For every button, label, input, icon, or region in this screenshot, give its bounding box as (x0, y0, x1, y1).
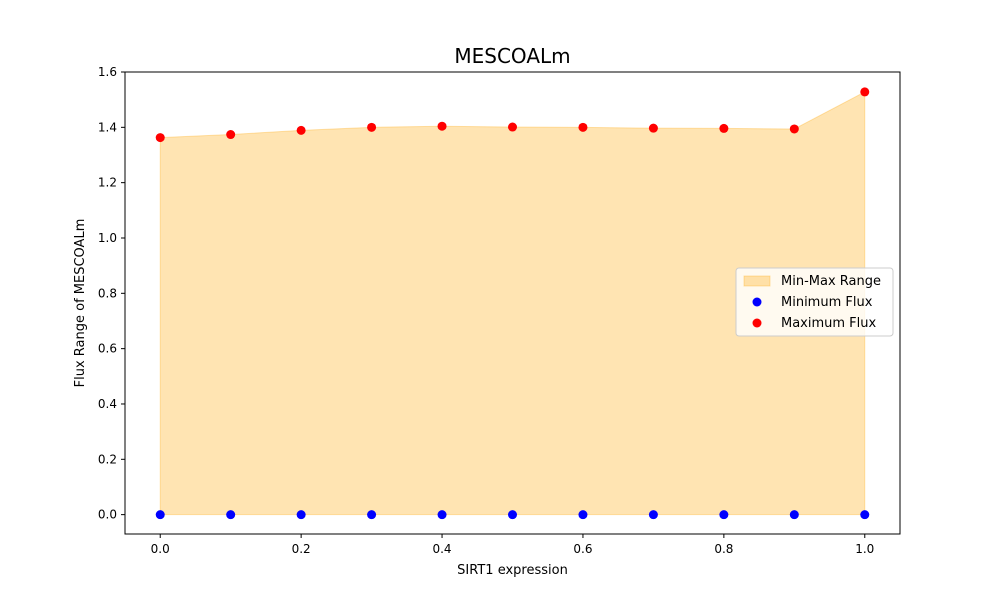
min-flux-point (508, 510, 517, 520)
max-flux-point (648, 123, 658, 133)
y-tick-label: 1.4 (98, 120, 117, 134)
legend-label: Minimum Flux (781, 295, 873, 310)
max-flux-point (789, 124, 799, 134)
legend-marker (752, 318, 762, 328)
max-flux-point (155, 133, 165, 143)
plot-area (155, 87, 870, 520)
legend-label: Maximum Flux (781, 316, 877, 331)
x-tick-label: 0.4 (432, 542, 451, 556)
y-tick-label: 0.6 (98, 342, 117, 356)
max-flux-point (367, 122, 377, 132)
min-flux-point (860, 510, 870, 520)
x-tick-label: 0.8 (714, 542, 733, 556)
x-tick-label: 1.0 (855, 542, 874, 556)
y-tick-label: 1.6 (98, 65, 117, 79)
y-tick-label: 1.2 (98, 176, 117, 190)
min-flux-point (296, 510, 306, 520)
max-flux-point (860, 87, 870, 97)
min-flux-point (719, 510, 729, 520)
min-flux-point (155, 510, 165, 520)
max-flux-point (719, 123, 729, 133)
min-flux-point (789, 510, 799, 520)
x-tick-label: 0.0 (151, 542, 170, 556)
legend-box (735, 267, 894, 337)
min-flux-point (437, 510, 447, 520)
y-tick-label: 0.0 (98, 508, 117, 522)
y-tick-label: 0.2 (98, 452, 117, 466)
min-flux-point (367, 510, 377, 520)
max-flux-point (296, 125, 306, 135)
max-flux-point (578, 122, 588, 132)
x-tick-label: 0.2 (292, 542, 311, 556)
min-flux-point (578, 510, 588, 520)
axes-frame (124, 71, 901, 535)
max-flux-point (508, 122, 517, 132)
min-flux-point (648, 510, 658, 520)
y-axis-label: Flux Range of MESCOALm (73, 219, 88, 388)
y-tick-label: 0.8 (98, 286, 117, 300)
legend: Min-Max Range Minimum Flux Maximum Flux (735, 267, 894, 337)
x-axis-label: SIRT1 expression (457, 563, 568, 578)
max-flux-point (226, 130, 236, 140)
legend-marker (752, 297, 762, 307)
legend-swatch (743, 275, 771, 287)
y-tick-label: 1.0 (98, 231, 117, 245)
y-tick-label: 0.4 (98, 397, 117, 411)
min-flux-point (226, 510, 236, 520)
x-tick-label: 0.6 (573, 542, 592, 556)
chart-title: MESCOALm (454, 44, 570, 68)
legend-label: Min-Max Range (781, 274, 881, 289)
max-flux-point (437, 121, 447, 131)
